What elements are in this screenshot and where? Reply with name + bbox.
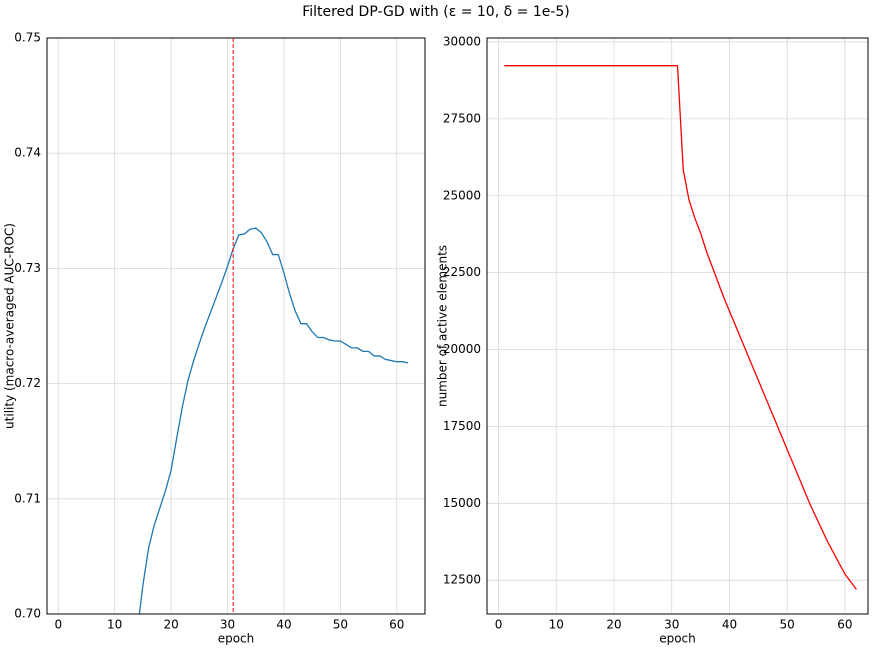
y-tick-label: 20000 bbox=[443, 342, 481, 356]
x-tick-label: 20 bbox=[606, 618, 621, 632]
x-axis-label: epoch bbox=[659, 632, 696, 646]
y-axis-label: utility (macro-averaged AUC-ROC) bbox=[3, 223, 17, 429]
y-tick-label: 12500 bbox=[443, 573, 481, 587]
axes-frame bbox=[46, 37, 426, 615]
x-axis-label: epoch bbox=[218, 632, 255, 646]
y-tick-label: 15000 bbox=[443, 496, 481, 510]
figure-title: Filtered DP-GD with (ε = 10, δ = 1e-5) bbox=[302, 4, 570, 20]
x-tick-label: 60 bbox=[389, 618, 404, 632]
x-tick-label: 10 bbox=[107, 618, 122, 632]
x-tick-label: 60 bbox=[837, 618, 852, 632]
y-tick-label: 0.71 bbox=[14, 491, 41, 505]
x-tick-label: 30 bbox=[220, 618, 235, 632]
x-tick-label: 20 bbox=[163, 618, 178, 632]
x-tick-label: 0 bbox=[495, 618, 503, 632]
x-tick-label: 50 bbox=[780, 618, 795, 632]
x-tick-label: 40 bbox=[722, 618, 737, 632]
y-tick-label: 22500 bbox=[443, 265, 481, 279]
y-tick-label: 27500 bbox=[443, 111, 481, 125]
x-tick-label: 0 bbox=[54, 618, 62, 632]
x-tick-label: 30 bbox=[664, 618, 679, 632]
data-line bbox=[138, 227, 409, 614]
y-tick-label: 0.73 bbox=[14, 261, 41, 275]
y-tick-label: 30000 bbox=[443, 34, 481, 48]
x-tick-label: 40 bbox=[276, 618, 291, 632]
x-tick-label: 50 bbox=[333, 618, 348, 632]
data-line bbox=[504, 65, 857, 590]
y-tick-label: 17500 bbox=[443, 419, 481, 433]
axes-frame bbox=[486, 37, 869, 615]
y-tick-label: 0.75 bbox=[14, 31, 41, 45]
x-tick-label: 10 bbox=[549, 618, 564, 632]
y-tick-label: 0.74 bbox=[14, 146, 41, 160]
y-tick-label: 25000 bbox=[443, 188, 481, 202]
y-tick-label: 0.72 bbox=[14, 376, 41, 390]
y-axis-label: number of active elements bbox=[436, 245, 450, 407]
y-tick-label: 0.70 bbox=[14, 607, 41, 621]
